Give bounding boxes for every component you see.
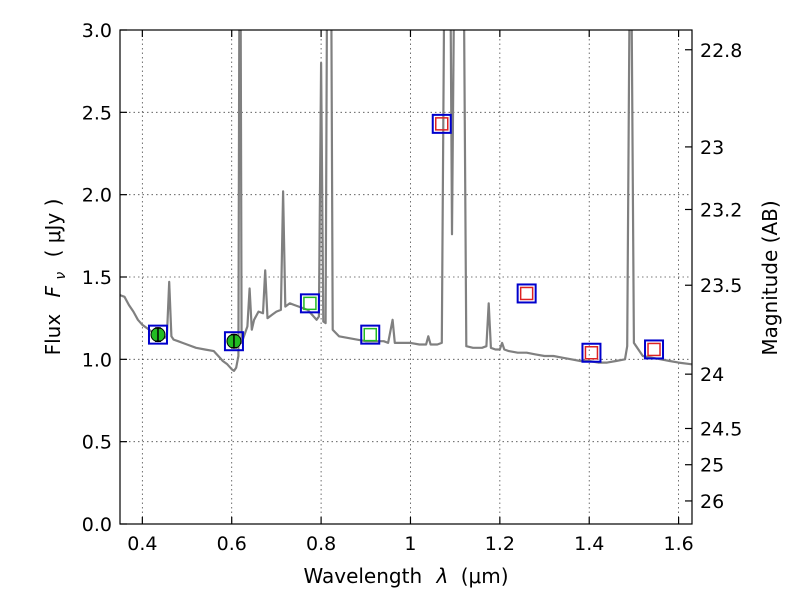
y2-axis-title: Magnitude (AB) [758,200,782,355]
y2-tick-label: 23.2 [700,199,742,221]
photometry-markers [147,113,665,363]
model-box-marker [431,113,452,134]
x-axis-title: Wavelength λ (μm) [303,564,508,588]
x-tick-label: 0.8 [306,533,336,555]
upper-limit-marker-red [435,117,449,131]
upper-limit-marker-red [647,342,661,357]
y2-tick-label: 23 [700,137,724,159]
upper-limit-marker-green [303,296,317,311]
y2-tick-label: 23.5 [700,275,742,297]
x-tick-label: 1.4 [574,533,604,555]
y2-tick-labels: 22.8 23 23.2 23.5 24 24.5 25 26 [700,40,742,513]
y-tick-label: 0.0 [82,514,112,536]
y-tick-label: 3.0 [82,20,112,42]
y-tick-label: 1.5 [82,267,112,289]
x-tick-label: 1 [404,533,416,555]
y2-tick-label: 26 [700,491,724,513]
y-axis-title: Flux F ν ( μJy ) [41,199,70,356]
upper-limit-marker-red [584,345,599,360]
model-box-marker [516,283,537,304]
y-tick-label: 0.5 [82,432,112,454]
model-box-marker [147,324,168,345]
x-tick-labels: 0.4 0.6 0.8 1 1.2 1.4 1.6 [127,533,693,555]
x-tick-label: 1.6 [663,533,693,555]
axis-ticks [120,29,692,525]
y-tick-labels: 0.0 0.5 1.0 1.5 2.0 2.5 3.0 [82,20,112,536]
upper-limit-marker-red [519,286,534,301]
y2-tick-label: 24.5 [700,418,742,440]
spectrum-line [120,30,692,372]
x-tick-label: 1.2 [485,533,515,555]
model-box-marker [223,331,244,352]
model-box-marker [299,293,320,314]
y-tick-label: 2.0 [82,185,112,207]
y2-tick-label: 22.8 [700,40,742,62]
y2-tick-label: 24 [700,364,724,386]
grid-lines [120,30,692,524]
upper-limit-marker-green [363,327,377,342]
y-tick-label: 2.5 [82,102,112,124]
model-box-marker [581,342,602,363]
y-tick-label: 1.0 [82,349,112,371]
y2-tick-label: 25 [700,455,724,477]
model-box-marker [360,324,381,345]
x-tick-label: 0.4 [127,533,157,555]
x-tick-label: 0.6 [217,533,247,555]
model-box-marker [644,339,665,360]
